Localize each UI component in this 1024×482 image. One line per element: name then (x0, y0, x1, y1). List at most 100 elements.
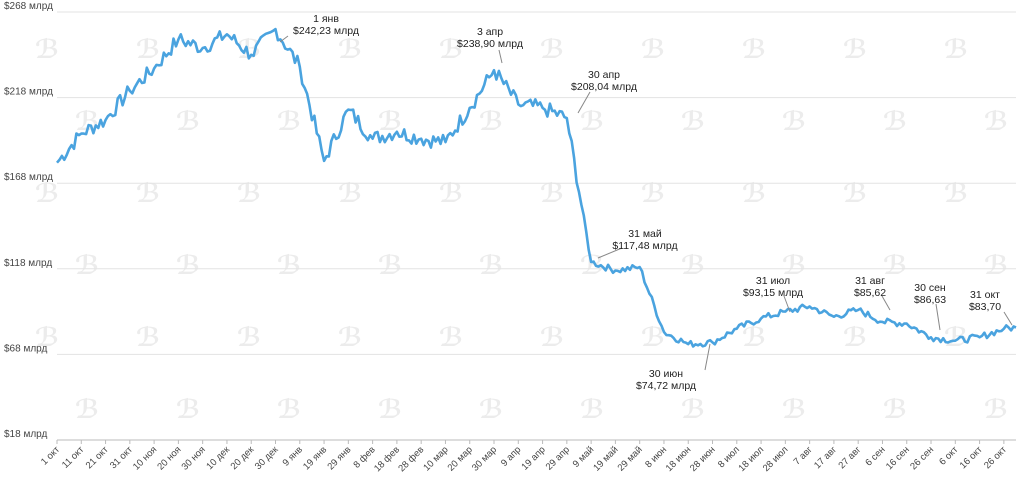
annotation-date: 31 окт (970, 289, 1000, 301)
annotation-date: 30 июн (649, 368, 683, 380)
x-tick-label: 10 мар (421, 444, 450, 473)
watermark-logo: ℬ (277, 395, 301, 425)
annotation-date: 3 апр (477, 26, 503, 38)
x-tick-label: 20 мар (446, 444, 475, 473)
x-tick-label: 29 май (616, 444, 645, 473)
watermark-logo: ℬ (681, 251, 705, 281)
watermark-logo: ℬ (883, 107, 907, 137)
watermark-logo: ℬ (176, 395, 200, 425)
y-tick-label: $18 млрд (4, 429, 48, 440)
annotation-value: $242,23 млрд (293, 25, 359, 37)
annotation-leader (881, 295, 891, 311)
watermark-logo: ℬ (580, 107, 604, 137)
annotation-value: $117,48 млрд (612, 240, 677, 252)
annotation-leader (577, 91, 591, 114)
watermark-logo: ℬ (540, 323, 564, 353)
y-tick-label: $68 млрд (4, 343, 48, 354)
annotation-leader (1003, 311, 1013, 326)
watermark-logo: ℬ (944, 179, 968, 209)
x-tick-label: 11 окт (60, 444, 87, 471)
x-tick-label: 26 окт (982, 444, 1009, 471)
annotation-leader (704, 343, 711, 371)
watermark-logo: ℬ (75, 395, 99, 425)
x-tick-label: 1 окт (39, 444, 63, 468)
watermark-logo: ℬ (338, 35, 362, 65)
x-tick-label: 18 июл (737, 444, 767, 474)
x-tick-label: 10 ноя (131, 444, 159, 472)
x-tick-label: 16 окт (958, 444, 985, 471)
watermark-logo: ℬ (641, 179, 665, 209)
watermark-logo: ℬ (378, 395, 402, 425)
x-tick-label: 31 окт (108, 444, 135, 471)
watermark-logo: ℬ (338, 323, 362, 353)
watermark-logo: ℬ (681, 107, 705, 137)
watermark-logo: ℬ (439, 35, 463, 65)
annotation-date: 31 июл (756, 275, 790, 287)
watermark-logo: ℬ (984, 251, 1008, 281)
watermark-logo: ℬ (843, 35, 867, 65)
x-tick-label: 30 дек (253, 444, 281, 472)
x-tick-label: 16 сен (884, 444, 912, 472)
watermark-logo: ℬ (843, 179, 867, 209)
watermark-logo: ℬ (883, 251, 907, 281)
x-tick-label: 26 сен (908, 444, 936, 472)
x-tick-label: 19 янв (301, 444, 329, 472)
annotation-value: $74,72 млрд (636, 380, 696, 392)
annotation-leader (783, 295, 791, 313)
watermark-logo: ℬ (75, 251, 99, 281)
watermark-logo: ℬ (136, 179, 160, 209)
annotation-date: 31 авг (855, 275, 885, 287)
series-line (56, 27, 1017, 348)
x-tick-label: 21 окт (84, 444, 111, 471)
watermark-logo: ℬ (237, 179, 261, 209)
annotation-leader (935, 303, 941, 331)
watermark-logo: ℬ (237, 323, 261, 353)
x-tick-label: 30 мар (470, 444, 499, 473)
annotation-value: $238,90 млрд (457, 38, 523, 50)
watermark-logo: ℬ (378, 251, 402, 281)
watermark-logo: ℬ (681, 395, 705, 425)
watermark-logo: ℬ (35, 323, 59, 353)
y-tick-label: $218 млрд (4, 87, 53, 98)
x-tick-label: 19 май (591, 444, 620, 473)
watermark-logo: ℬ (136, 323, 160, 353)
annotation-date: 31 май (628, 228, 662, 240)
watermark-logo: ℬ (540, 35, 564, 65)
x-tick-label: 18 фев (372, 444, 402, 474)
y-tick-label: $268 млрд (4, 1, 53, 12)
y-tick-label: $118 млрд (4, 258, 52, 269)
watermark-logo: ℬ (176, 107, 200, 137)
x-tick-label: 28 июл (761, 444, 791, 474)
annotation-date: 1 янв (313, 13, 339, 25)
x-tick-label: 18 июн (664, 444, 694, 474)
watermark-logo: ℬ (782, 395, 806, 425)
x-tick-label: 27 авг (836, 444, 863, 471)
watermark-logo: ℬ (641, 35, 665, 65)
watermark-logo: ℬ (479, 107, 503, 137)
annotation-value: $86,63 (914, 294, 946, 306)
watermark-logo: ℬ (782, 107, 806, 137)
annotation-date: 30 апр (588, 69, 620, 81)
watermark-logo: ℬ (439, 179, 463, 209)
watermark-logo: ℬ (176, 251, 200, 281)
x-tick-label: 10 дек (204, 444, 232, 472)
watermark-logo: ℬ (35, 35, 59, 65)
watermark-logo: ℬ (338, 179, 362, 209)
watermark-logo: ℬ (742, 323, 766, 353)
x-tick-label: 20 дек (229, 444, 257, 472)
y-tick-label: $168 млрд (4, 172, 53, 183)
watermark-logo: ℬ (742, 179, 766, 209)
annotation-value: $85,62 (854, 287, 886, 299)
watermark-logo: ℬ (742, 35, 766, 65)
x-tick-label: 30 ноя (180, 444, 208, 472)
watermark-logo: ℬ (984, 395, 1008, 425)
watermark-logo: ℬ (540, 179, 564, 209)
watermark-logo: ℬ (984, 107, 1008, 137)
x-tick-label: 28 июн (688, 444, 718, 474)
watermark-logo: ℬ (479, 251, 503, 281)
x-tick-label: 19 апр (519, 444, 547, 472)
annotation-value: $93,15 млрд (743, 287, 803, 299)
watermark-logo: ℬ (277, 107, 301, 137)
watermark-logo: ℬ (843, 323, 867, 353)
